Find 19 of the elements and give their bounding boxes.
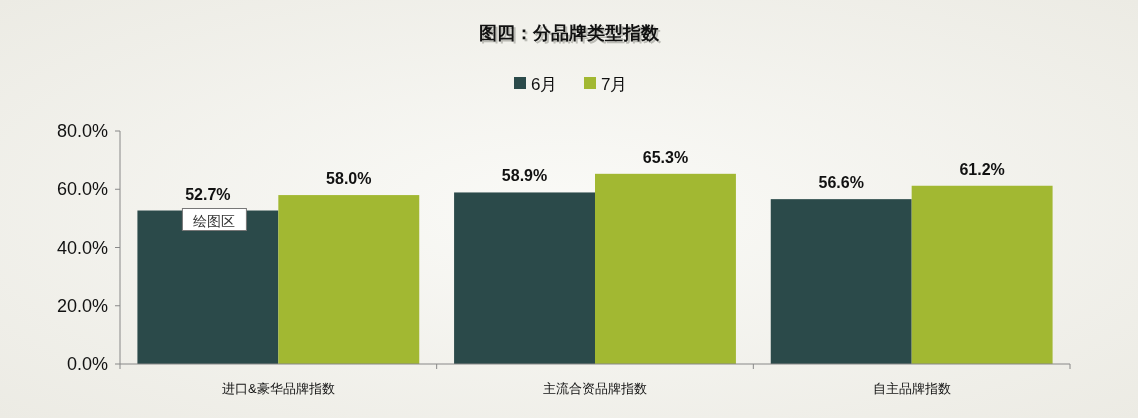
x-tick-label: 主流合资品牌指数 xyxy=(543,381,647,396)
y-tick-label: 60.0% xyxy=(56,179,108,200)
data-label: 58.9% xyxy=(501,167,548,185)
data-label: 52.7% xyxy=(185,185,231,203)
data-label: 56.6% xyxy=(818,174,864,192)
data-label: 61.2% xyxy=(959,160,1005,178)
chart-title: 图四：分品牌类型指数 xyxy=(479,23,660,43)
legend-label: 7月 xyxy=(601,75,628,94)
x-tick-label: 进口&豪华品牌指数 xyxy=(222,381,335,396)
y-tick-label: 0.0% xyxy=(66,354,108,374)
annotation: 绘图区 xyxy=(193,212,236,229)
x-tick-label: 自主品牌指数 xyxy=(872,381,951,396)
y-tick-label: 80.0% xyxy=(56,121,108,141)
y-tick-label: 40.0% xyxy=(56,237,108,258)
legend-label: 6月 xyxy=(531,75,558,94)
y-tick-label: 20.0% xyxy=(56,295,108,316)
data-label: 58.0% xyxy=(326,170,372,188)
annotation: 绘图区 xyxy=(181,208,247,231)
data-label: 65.3% xyxy=(642,148,689,166)
